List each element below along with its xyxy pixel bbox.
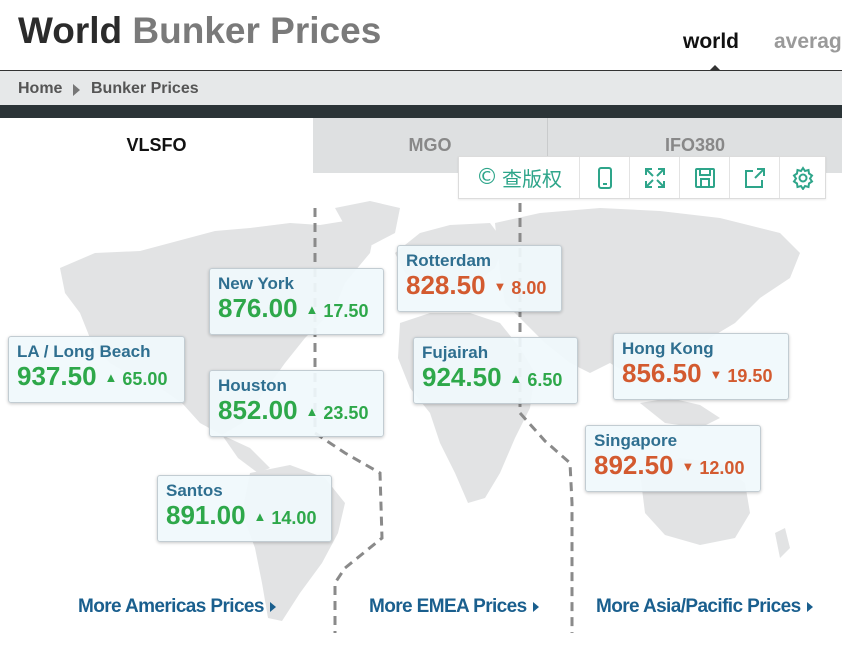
port-card-la-long-beach[interactable]: LA / Long Beach 937.50 ▲ 65.00 <box>8 336 185 403</box>
more-americas-link[interactable]: More Americas Prices <box>78 596 276 618</box>
chevron-right-icon <box>73 84 80 96</box>
more-americas-label: More Americas Prices <box>78 596 264 617</box>
up-arrow-icon: ▲ <box>509 371 523 386</box>
port-name: Fujairah <box>422 343 489 362</box>
port-price: 828.50 <box>406 270 486 300</box>
save-button[interactable] <box>680 157 730 198</box>
tablet-icon <box>597 166 612 189</box>
port-change: 23.50 <box>323 403 369 423</box>
port-card-new-york[interactable]: New York 876.00 ▲ 17.50 <box>209 268 384 335</box>
tab-world[interactable]: world <box>683 30 739 53</box>
up-arrow-icon: ▲ <box>305 302 319 317</box>
more-emea-label: More EMEA Prices <box>369 596 527 617</box>
chevron-right-icon <box>532 601 539 612</box>
settings-icon <box>792 165 814 190</box>
port-change: 17.50 <box>323 301 369 321</box>
more-asia-pacific-link[interactable]: More Asia/Pacific Prices <box>596 596 813 618</box>
chevron-right-icon <box>269 601 276 612</box>
breadcrumb <box>0 71 842 105</box>
port-price: 924.50 <box>422 362 502 392</box>
down-arrow-icon: ▼ <box>709 367 723 382</box>
down-arrow-icon: ▼ <box>493 279 507 294</box>
port-name: Houston <box>218 376 287 395</box>
port-name: Santos <box>166 481 223 500</box>
port-name: LA / Long Beach <box>17 342 151 361</box>
share-icon <box>744 167 765 188</box>
port-change: 6.50 <box>527 370 563 390</box>
chevron-right-icon <box>806 601 813 612</box>
tab-average[interactable]: averag <box>774 30 842 53</box>
port-change: 12.00 <box>699 458 745 478</box>
up-arrow-icon: ▲ <box>253 509 267 524</box>
save-icon <box>694 167 715 188</box>
up-arrow-icon: ▲ <box>104 370 118 385</box>
port-price: 892.50 <box>594 450 674 480</box>
port-price: 852.00 <box>218 395 298 425</box>
page-title-rest: Bunker Prices <box>132 10 382 51</box>
port-card-santos[interactable]: Santos 891.00 ▲ 14.00 <box>157 475 332 542</box>
down-arrow-icon: ▼ <box>681 459 695 474</box>
more-emea-link[interactable]: More EMEA Prices <box>369 596 539 618</box>
section-band <box>0 105 842 118</box>
port-name: Rotterdam <box>406 251 492 270</box>
tablet-view-button[interactable] <box>580 157 630 198</box>
tab-vlsfo[interactable]: VLSFO <box>0 118 313 173</box>
breadcrumb-bunker-prices-link[interactable]: Bunker Prices <box>91 80 199 97</box>
port-name: Hong Kong <box>622 339 714 358</box>
port-card-fujairah[interactable]: Fujairah 924.50 ▲ 6.50 <box>413 337 578 404</box>
port-card-singapore[interactable]: Singapore 892.50 ▼ 12.00 <box>585 425 761 492</box>
port-card-hong-kong[interactable]: Hong Kong 856.50 ▼ 19.50 <box>613 333 789 400</box>
world-map <box>60 201 800 633</box>
port-change: 8.00 <box>511 278 547 298</box>
copyright-button[interactable]: © 查版权 <box>459 157 580 198</box>
port-card-houston[interactable]: Houston 852.00 ▲ 23.50 <box>209 370 384 437</box>
breadcrumb-home-link[interactable]: Home <box>18 80 63 97</box>
port-change: 65.00 <box>122 369 168 389</box>
port-name: New York <box>218 274 294 293</box>
port-price: 876.00 <box>218 293 298 323</box>
copyright-label: 查版权 <box>502 167 562 191</box>
page-title: World Bunker Prices <box>18 10 381 52</box>
chart-toolbar: © 查版权 <box>458 156 826 199</box>
fullscreen-icon <box>644 167 665 188</box>
port-change: 19.50 <box>727 366 773 386</box>
port-price: 856.50 <box>622 358 702 388</box>
copyright-icon: © <box>476 165 498 190</box>
share-button[interactable] <box>730 157 780 198</box>
port-price: 937.50 <box>17 361 97 391</box>
header-divider <box>0 70 842 71</box>
page-title-bold: World <box>18 10 123 51</box>
port-change: 14.00 <box>271 508 317 528</box>
fullscreen-button[interactable] <box>630 157 680 198</box>
port-price: 891.00 <box>166 500 246 530</box>
active-tab-pointer-icon <box>709 65 721 71</box>
port-name: Singapore <box>594 431 678 450</box>
more-asia-label: More Asia/Pacific Prices <box>596 596 801 617</box>
settings-button[interactable] <box>780 157 826 198</box>
up-arrow-icon: ▲ <box>305 404 319 419</box>
port-card-rotterdam[interactable]: Rotterdam 828.50 ▼ 8.00 <box>397 245 562 312</box>
